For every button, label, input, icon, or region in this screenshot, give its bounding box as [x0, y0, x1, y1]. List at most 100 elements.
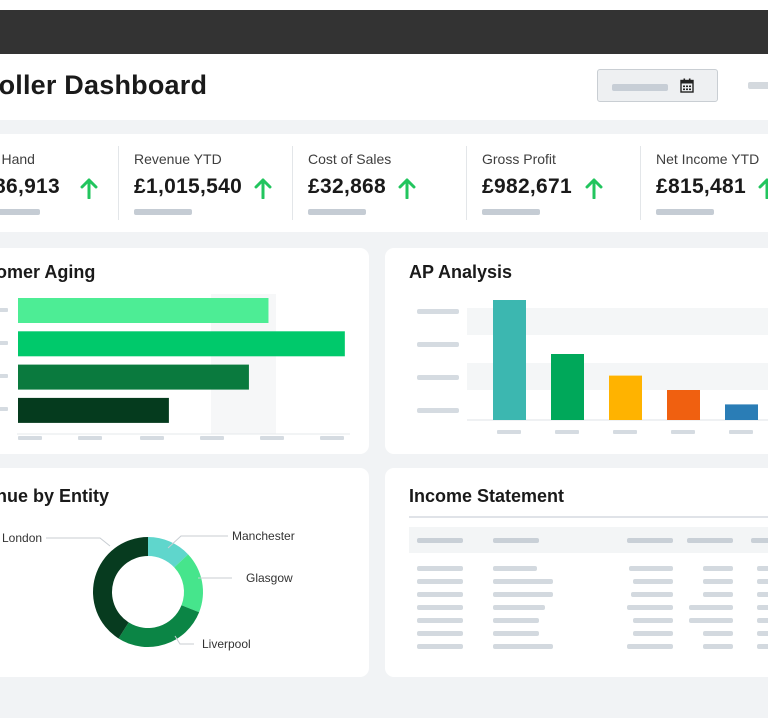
table-cell-placeholder [417, 566, 463, 571]
date-range-picker[interactable] [597, 69, 718, 102]
trend-up-arrow-icon [254, 178, 272, 199]
trend-up-arrow-icon [80, 178, 98, 199]
donut-label: Glasgow [246, 571, 293, 585]
table-cell-placeholder [493, 592, 553, 597]
table-cell-placeholder [627, 605, 673, 610]
x-axis-placeholders [18, 436, 344, 440]
table-cell-placeholder [703, 566, 733, 571]
kpi-placeholder-bar [482, 209, 540, 215]
table-cell-placeholder [493, 631, 539, 636]
ap-bar[interactable] [609, 375, 642, 420]
aging-bar[interactable] [18, 397, 169, 423]
table-cell-placeholder [627, 644, 673, 649]
table-cell-placeholder [689, 618, 733, 623]
table-cell-placeholder [493, 644, 553, 649]
income-statement-table[interactable] [385, 468, 768, 677]
table-cell-placeholder [417, 618, 463, 623]
y-axis-placeholders [417, 309, 459, 413]
kpi-cost-of-sales[interactable]: Cost of Sales £32,868 [292, 134, 466, 232]
date-range-placeholder [612, 84, 668, 91]
aging-bar[interactable] [18, 364, 249, 390]
table-cell-placeholder [757, 618, 768, 623]
kpi-placeholder-bar [656, 209, 714, 215]
trend-up-arrow-icon [585, 178, 603, 199]
donut-slice[interactable] [118, 605, 200, 647]
table-cell-placeholder [703, 579, 733, 584]
donut-leader-lines [46, 535, 232, 645]
customer-aging-chart[interactable] [0, 248, 369, 454]
dashboard-header: ntroller Dashboard [0, 54, 768, 120]
table-cell-placeholder [703, 592, 733, 597]
table-cell-placeholder [633, 631, 673, 636]
table-cell-placeholder [757, 566, 768, 571]
revenue-by-entity-card[interactable]: nue by Entity Manchester Glasgow Liverpool… [0, 468, 369, 677]
page-title: ntroller Dashboard [0, 70, 208, 100]
kpi-divider [640, 146, 641, 220]
card-title: Income Statement [409, 486, 565, 506]
kpi-placeholder-bar [134, 209, 192, 215]
ap-analysis-chart[interactable] [385, 248, 768, 454]
kpi-label: Revenue YTD [134, 151, 222, 167]
table-cell-placeholder [417, 605, 463, 610]
donut-slice[interactable] [148, 537, 189, 568]
ap-bar[interactable] [493, 300, 526, 420]
kpi-gross-profit[interactable]: Gross Profit £982,671 [466, 134, 640, 232]
table-cell-placeholder [417, 592, 463, 597]
ap-bar[interactable] [667, 390, 700, 420]
table-cell-placeholder [629, 566, 673, 571]
table-cell-placeholder [493, 618, 539, 623]
header-control-placeholder [748, 82, 768, 89]
table-header-placeholders [417, 538, 768, 543]
ap-bar[interactable] [725, 404, 758, 420]
kpi-value: £1,015,540 [134, 175, 243, 198]
table-cell-placeholder [757, 644, 768, 649]
donut-label: London [2, 531, 42, 545]
ap-bar[interactable] [551, 354, 584, 420]
card-title: nue by Entity [0, 486, 110, 506]
revenue-by-entity-chart[interactable]: Manchester Glasgow Liverpool London [0, 468, 369, 677]
trend-up-arrow-icon [398, 178, 416, 199]
donut-slice[interactable] [174, 554, 203, 613]
trend-up-arrow-icon [758, 178, 768, 199]
table-cell-placeholder [757, 579, 768, 584]
kpi-label: Gross Profit [482, 151, 556, 167]
table-cell-placeholder [757, 605, 768, 610]
table-cell-placeholder [493, 605, 545, 610]
kpi-label: Cost of Sales [308, 151, 392, 167]
y-axis-placeholders [0, 308, 8, 411]
card-title: omer Aging [0, 262, 96, 282]
kpi-divider [118, 146, 119, 220]
dashboard-canvas: ntroller Dashboard on Hand 986,913 [0, 54, 768, 718]
calendar-icon [680, 78, 694, 93]
customer-aging-card[interactable]: omer Aging [0, 248, 369, 454]
window-title-bar [0, 10, 768, 54]
ap-analysis-card[interactable]: AP Analysis [385, 248, 768, 454]
table-cell-placeholder [631, 592, 673, 597]
aging-bar[interactable] [18, 331, 345, 357]
table-cell-placeholder [417, 579, 463, 584]
donut-label: Manchester [232, 529, 295, 543]
table-cell-placeholder [633, 579, 673, 584]
kpi-strip: on Hand 986,913 Revenue YTD £1,015,540 C… [0, 134, 768, 232]
table-cell-placeholder [757, 631, 768, 636]
kpi-value: 986,913 [0, 175, 61, 198]
x-axis-placeholders [497, 430, 753, 434]
donut-slice[interactable] [93, 537, 148, 639]
kpi-divider [292, 146, 293, 220]
kpi-divider [466, 146, 467, 220]
kpi-value: £982,671 [482, 175, 572, 198]
kpi-cash-on-hand[interactable]: on Hand 986,913 [0, 134, 140, 232]
kpi-value: £815,481 [656, 175, 746, 198]
income-statement-card[interactable]: Income Statement [385, 468, 768, 677]
donut-label: Liverpool [202, 637, 251, 651]
table-cell-placeholder [493, 579, 553, 584]
kpi-label: Net Income YTD [656, 151, 760, 167]
table-cell-placeholder [493, 566, 537, 571]
table-cell-placeholder [689, 605, 733, 610]
kpi-revenue-ytd[interactable]: Revenue YTD £1,015,540 [118, 134, 292, 232]
kpi-net-income-ytd[interactable]: Net Income YTD £815,481 [640, 134, 768, 232]
aging-bar[interactable] [18, 298, 269, 323]
table-cell-placeholder [633, 618, 673, 623]
kpi-placeholder-bar [308, 209, 366, 215]
table-cell-placeholder [703, 631, 733, 636]
